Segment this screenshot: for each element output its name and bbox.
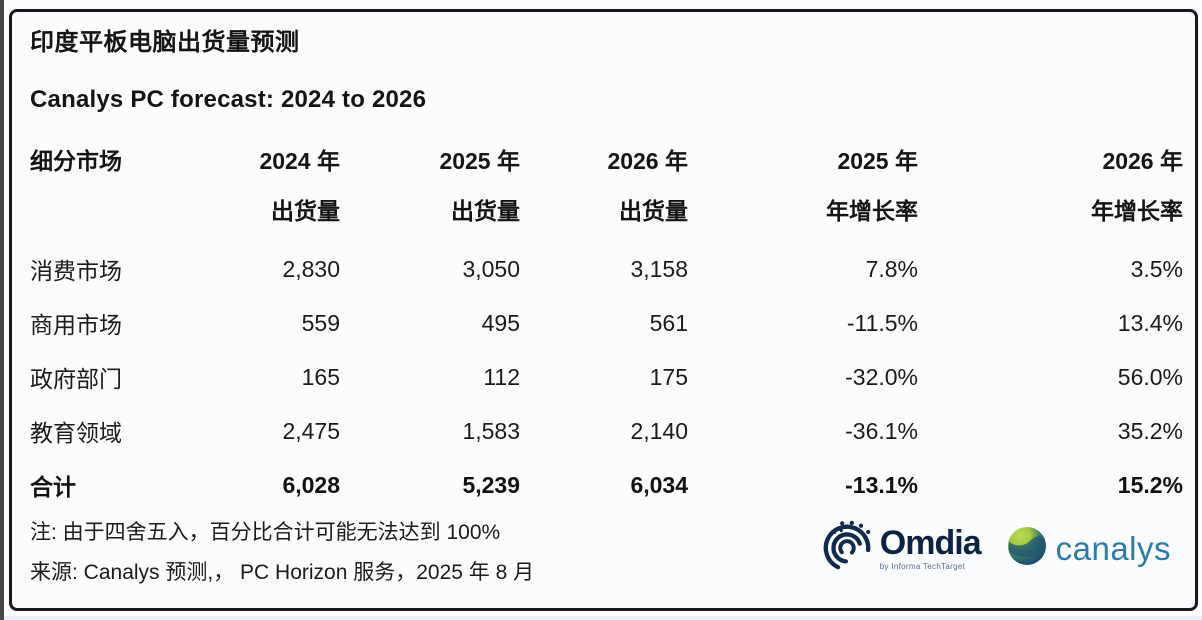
growth-2026: 13.4% [1117,309,1183,336]
image-bottom-edge [4,616,1202,620]
table-row-consumer: 消费市场 2,830 3,050 3,158 7.8% 3.5% [30,242,1183,296]
shipments-2025: 495 [481,309,520,336]
shipments-2024: 165 [301,363,340,390]
shipments-2026: 175 [649,363,688,390]
growth-2025: -13.1% [845,471,918,498]
column-header-2025-growth: 年增长率 [826,197,918,224]
shipments-2026: 3,158 [630,255,688,282]
canalys-logo: canalys [1007,526,1171,571]
column-header-2024-shipments: 出货量 [271,197,340,224]
shipments-2025: 1,583 [462,417,520,444]
segment-label: 商用市场 [30,312,122,339]
canalys-globe-icon [1007,526,1047,571]
growth-2026: 35.2% [1117,417,1183,444]
shipments-2025: 5,239 [462,471,520,498]
shipments-2024: 2,830 [282,255,340,282]
shipments-2026: 2,140 [630,417,688,444]
shipments-2026: 561 [649,309,688,336]
shipments-2024: 2,475 [282,417,340,444]
omdia-wordmark: Omdia by Informa TechTarget [879,524,982,571]
growth-2025: -11.5% [846,309,918,336]
growth-2025: -32.0% [845,363,918,390]
omdia-name: Omdia [879,524,982,562]
shipments-2026: 6,034 [630,471,688,498]
column-header-2025-shipments: 出货量 [451,197,520,224]
omdia-logo: Omdia by Informa TechTarget [820,519,982,578]
column-header-2026-growth: 年增长率 [1091,197,1183,224]
logo-row: Omdia by Informa TechTarget [820,519,1171,578]
shipments-2024: 6,028 [282,471,340,498]
segment-label: 合计 [30,474,76,501]
column-header-segment: 细分市场 [30,148,122,174]
omdia-tagline: by Informa TechTarget [879,562,966,571]
column-header-2025-growth-year: 2025 年 [837,148,918,174]
shipments-2025: 112 [483,363,520,390]
segment-label: 教育领域 [30,420,122,447]
table-row-total: 合计 6,028 5,239 6,034 -13.1% 15.2% [30,458,1183,512]
table-row-education: 教育领域 2,475 1,583 2,140 -36.1% 35.2% [30,404,1183,458]
segment-label: 消费市场 [30,258,122,285]
forecast-table-card: 印度平板电脑出货量预测 Canalys PC forecast: 2024 to… [9,9,1198,611]
table-row-commercial: 商用市场 559 495 561 -11.5% 13.4% [30,296,1183,350]
growth-2025: -36.1% [845,417,918,444]
column-header-2024-year: 2024 年 [259,148,340,174]
image-left-edge [0,0,4,620]
omdia-rings-icon [820,519,874,578]
column-header-2026-growth-year: 2026 年 [1102,148,1183,174]
page-subtitle: Canalys PC forecast: 2024 to 2026 [30,86,427,113]
growth-2025: 7.8% [865,255,918,282]
table-header-line2: 出货量 出货量 出货量 年增长率 年增长率 [30,198,1183,226]
canalys-name: canalys [1055,530,1171,567]
table-header: 细分市场 2024 年 2025 年 2026 年 2025 年 2026 年 … [30,148,1183,225]
shipments-2025: 3,050 [462,255,520,282]
growth-2026: 56.0% [1117,363,1183,390]
page-title: 印度平板电脑出货量预测 [30,29,300,56]
growth-2026: 3.5% [1130,255,1183,282]
column-header-2026-year: 2026 年 [607,148,688,174]
table-row-government: 政府部门 165 112 175 -32.0% 56.0% [30,350,1183,404]
source-line: 来源: Canalys 预测,， PC Horizon 服务，2025 年 8 … [30,561,535,585]
table-body: 消费市场 2,830 3,050 3,158 7.8% 3.5% 商用市场 55… [30,242,1183,512]
segment-label: 政府部门 [30,366,122,393]
column-header-2025-year: 2025 年 [439,148,520,174]
rounding-note: 注: 由于四舍五入，百分比合计可能无法达到 100% [30,521,501,545]
table-header-line1: 细分市场 2024 年 2025 年 2026 年 2025 年 2026 年 [30,148,1183,176]
shipments-2024: 559 [301,309,340,336]
column-header-2026-shipments: 出货量 [619,197,688,224]
growth-2026: 15.2% [1117,471,1183,498]
